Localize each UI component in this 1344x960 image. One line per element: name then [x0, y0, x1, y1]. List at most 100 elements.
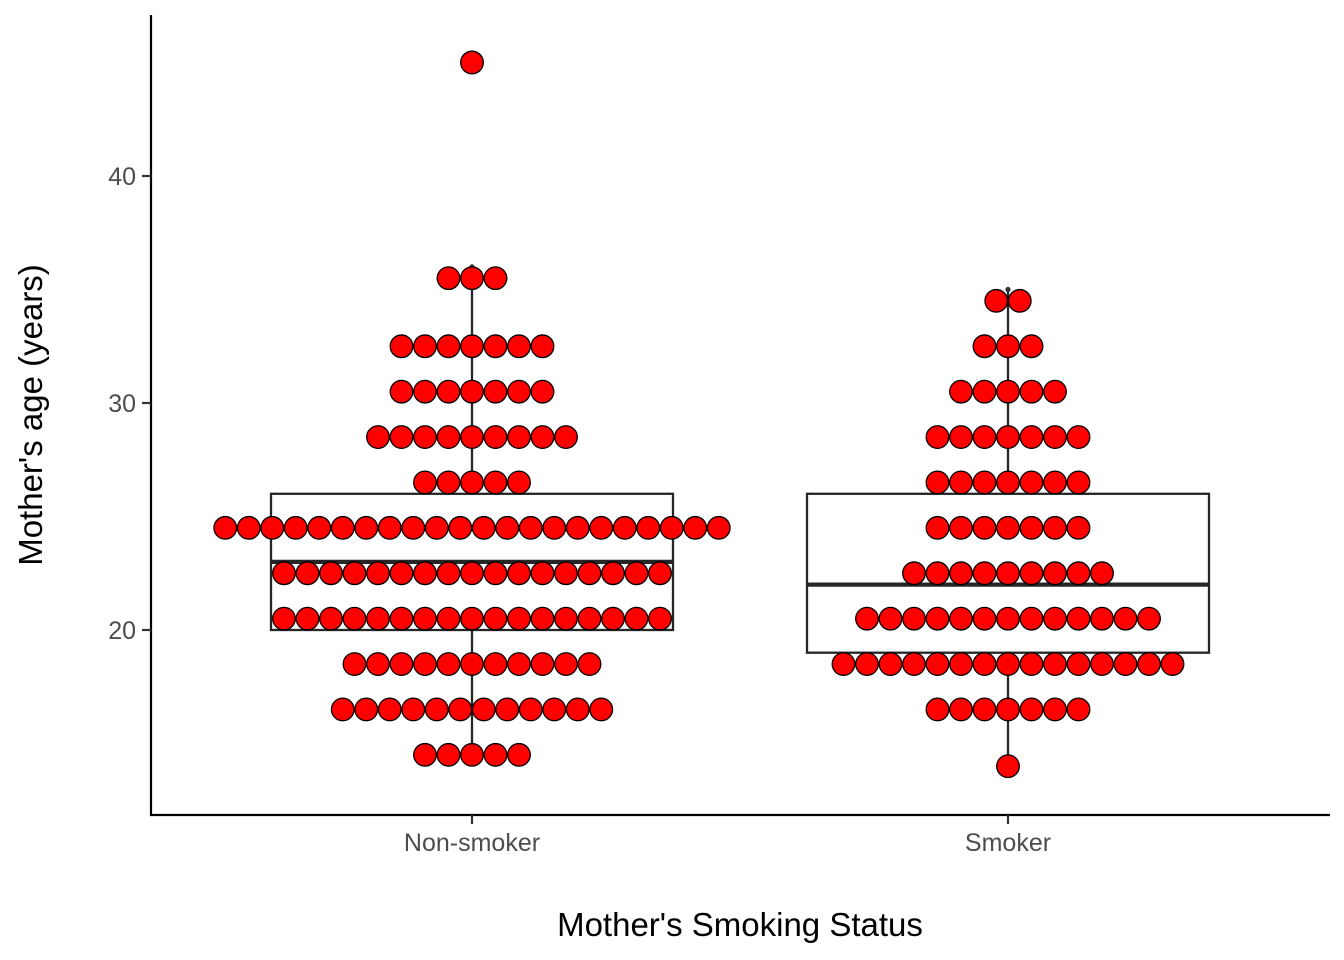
- smoker-dot: [902, 561, 926, 586]
- smoker-dot: [1043, 470, 1067, 495]
- non-smoker-dot: [436, 425, 461, 450]
- non-smoker-dot: [413, 425, 437, 450]
- non-smoker-dot: [413, 561, 437, 586]
- non-smoker-dot: [589, 697, 614, 722]
- smoker-dot: [972, 606, 997, 631]
- smoker-dot: [949, 425, 973, 450]
- non-smoker-dot: [507, 606, 531, 631]
- smoker-dot: [925, 652, 950, 677]
- non-smoker-dot: [413, 470, 437, 495]
- non-smoker-dot: [436, 561, 461, 586]
- smoker-dot: [996, 425, 1020, 450]
- non-smoker-dot: [389, 652, 414, 677]
- non-smoker-dot: [413, 652, 437, 677]
- non-smoker-dot: [236, 515, 261, 540]
- smoker-dot: [1066, 515, 1091, 540]
- smoker-dot: [996, 470, 1020, 495]
- smoker-dot: [1066, 652, 1091, 677]
- non-smoker-dot: [554, 425, 578, 450]
- plot-area: [213, 50, 1211, 779]
- non-smoker-dot: [612, 515, 637, 540]
- smoker-dot: [1043, 561, 1067, 586]
- y-tick-label: 40: [108, 163, 136, 191]
- non-smoker-dot: [272, 606, 296, 631]
- non-smoker-dot: [483, 561, 508, 586]
- smoker-dot: [925, 515, 950, 540]
- non-smoker-dot: [319, 606, 343, 631]
- non-smoker-dot: [366, 561, 390, 586]
- non-smoker-dot: [530, 652, 555, 677]
- non-smoker-dot: [577, 606, 602, 631]
- non-smoker-dot: [554, 606, 578, 631]
- non-smoker-dot: [413, 742, 437, 767]
- y-tick-label: 30: [108, 390, 136, 418]
- non-smoker-dot: [389, 334, 414, 359]
- smoker-dot: [1066, 425, 1091, 450]
- non-smoker-dot: [495, 515, 520, 540]
- smoker-dot: [1113, 652, 1138, 677]
- non-smoker-dot: [589, 515, 614, 540]
- non-smoker-dot: [436, 334, 461, 359]
- non-smoker-dot: [483, 470, 508, 495]
- smoker-dot: [831, 652, 856, 677]
- smoker-dot: [1137, 606, 1161, 631]
- non-smoker-dot: [577, 652, 602, 677]
- non-smoker-dot: [554, 652, 578, 677]
- non-smoker-dot: [460, 652, 484, 677]
- smoker-dot: [1019, 606, 1044, 631]
- smoker-dot: [1066, 606, 1091, 631]
- non-smoker-dot: [389, 379, 414, 404]
- non-smoker-dot: [460, 50, 484, 75]
- smoker-dot: [1043, 652, 1067, 677]
- smoker-dot: [1019, 652, 1044, 677]
- non-smoker-dot: [530, 561, 555, 586]
- smoker-dot: [1007, 288, 1032, 313]
- non-smoker-dot: [483, 425, 508, 450]
- non-smoker-dot: [295, 561, 320, 586]
- x-axis-title: Mother's Smoking Status: [557, 906, 923, 943]
- non-smoker-dot: [319, 561, 343, 586]
- smoker-dot: [996, 754, 1020, 779]
- non-smoker-dot: [683, 515, 708, 540]
- smoker-dot: [925, 606, 950, 631]
- smoker-dot: [1043, 606, 1067, 631]
- smoker-dot: [855, 606, 879, 631]
- non-smoker-dot: [659, 515, 684, 540]
- non-smoker-dot: [577, 561, 602, 586]
- smoker-dot: [1113, 606, 1138, 631]
- smoker-dot: [925, 470, 950, 495]
- smoker-dot: [949, 697, 973, 722]
- non-smoker-dot: [413, 379, 437, 404]
- non-smoker-dot: [507, 334, 531, 359]
- non-smoker-dot: [389, 561, 414, 586]
- smoker-dot: [972, 697, 997, 722]
- non-smoker-dot: [648, 606, 672, 631]
- non-smoker-dot: [436, 652, 461, 677]
- non-smoker-dot: [507, 425, 531, 450]
- non-smoker-dot: [554, 561, 578, 586]
- smoker-dot: [1043, 697, 1067, 722]
- non-smoker-dot: [307, 515, 332, 540]
- non-smoker-dot: [460, 742, 484, 767]
- smoker-dot: [1019, 470, 1044, 495]
- smoker-dot: [1019, 425, 1044, 450]
- non-smoker-dot: [377, 697, 402, 722]
- smoker-dot: [1090, 652, 1114, 677]
- non-smoker-dot: [507, 742, 531, 767]
- smoker-dot: [949, 606, 973, 631]
- non-smoker-dot: [283, 515, 308, 540]
- smoker-dot: [972, 425, 997, 450]
- smoker-dot: [996, 334, 1020, 359]
- non-smoker-dot: [448, 697, 473, 722]
- non-smoker-dot: [424, 697, 449, 722]
- non-smoker-dot: [518, 515, 543, 540]
- non-smoker-dot: [460, 379, 484, 404]
- smoker-dot: [1137, 652, 1161, 677]
- non-smoker-dot: [424, 515, 449, 540]
- y-tick-label: 20: [108, 617, 136, 645]
- smoker-dot: [949, 379, 973, 404]
- non-smoker-dot: [495, 697, 520, 722]
- non-smoker-dot: [342, 561, 367, 586]
- smoker-dot: [1043, 379, 1067, 404]
